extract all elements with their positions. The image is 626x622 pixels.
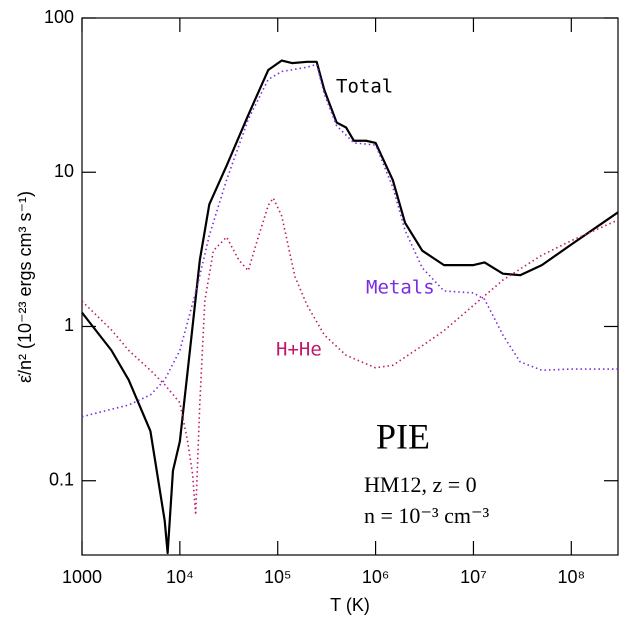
series-line — [81, 63, 618, 418]
x-tick-label: 1000 — [62, 567, 102, 587]
series-label: Total — [336, 76, 393, 98]
annotation: n = 10⁻³ cm⁻³ — [364, 503, 490, 528]
annotation: PIE — [376, 416, 430, 456]
y-tick-label: 1 — [64, 315, 74, 335]
x-axis-label: T (K) — [330, 595, 370, 615]
x-tick-label: 10⁸ — [557, 567, 585, 587]
series-label: H+He — [276, 339, 322, 361]
y-tick-label: 10 — [54, 161, 74, 181]
x-tick-label: 10⁶ — [362, 567, 389, 587]
series-label: Metals — [366, 277, 435, 299]
y-tick-label: 0.1 — [49, 469, 74, 489]
x-tick-label: 10⁷ — [460, 567, 487, 587]
series-line — [81, 197, 619, 516]
plot-frame — [81, 17, 619, 556]
annotation: HM12, z = 0 — [364, 472, 477, 497]
y-tick-label: 100 — [44, 7, 74, 27]
x-tick-label: 10⁵ — [264, 567, 291, 587]
y-axis-label: ε̇/n² (10⁻²³ ergs cm³ s⁻¹) — [15, 191, 35, 383]
series-line — [81, 59, 619, 555]
x-tick-label: 10⁴ — [166, 567, 194, 587]
